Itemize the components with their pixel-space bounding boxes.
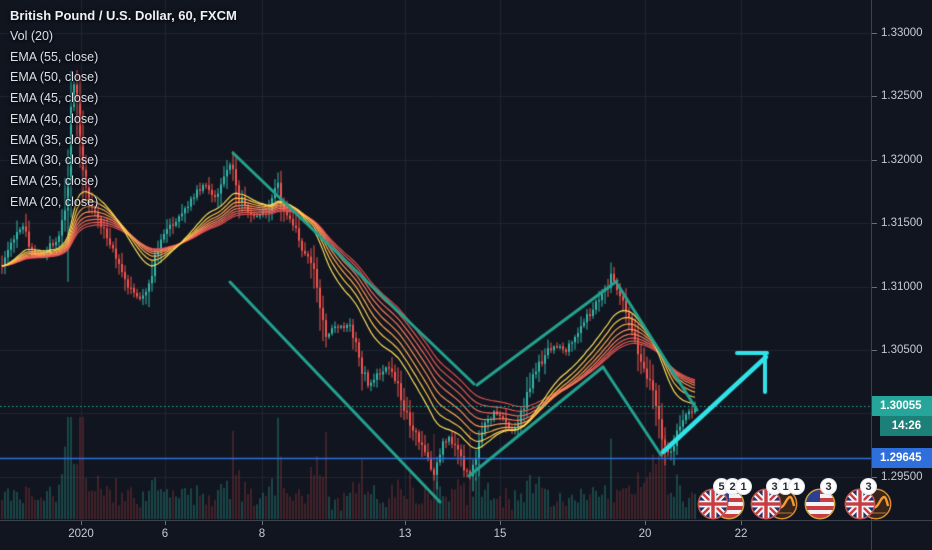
price-tick-mark: [872, 350, 877, 351]
us-flag: [804, 488, 836, 520]
price-tick-mark: [872, 477, 877, 478]
legend-item-ema-30-close[interactable]: EMA (30, close): [10, 153, 99, 168]
ideas-cluster[interactable]: 3: [844, 478, 900, 522]
time-tick-label: 6: [161, 528, 169, 540]
legend-item-ema-55-close[interactable]: EMA (55, close): [10, 49, 99, 64]
price-tick-label: 1.32500: [881, 90, 923, 103]
legend-item-ema-35-close[interactable]: EMA (35, close): [10, 132, 99, 147]
time-axis[interactable]: 2020 6 8 13 15 20 22: [0, 520, 932, 550]
indicator-legend-list: Vol (20) EMA (55, close) EMA (50, close) EM…: [10, 26, 237, 212]
last-price-badge: 1.30055: [872, 396, 932, 416]
ideas-count-badge: 1: [735, 478, 752, 495]
time-tick-mark: [262, 521, 263, 525]
alert-price-badge: 1.29645: [872, 448, 932, 468]
price-tick-mark: [872, 287, 877, 288]
legend-item-ema-45-close[interactable]: EMA (45, close): [10, 91, 99, 106]
price-tick-mark: [872, 33, 877, 34]
legend-item-ema-25-close[interactable]: EMA (25, close): [10, 173, 99, 188]
bar-countdown-value: 14:26: [891, 420, 922, 432]
time-tick-label: 2020: [68, 528, 94, 540]
last-price-value: 1.30055: [880, 400, 922, 412]
time-tick-mark: [405, 521, 406, 525]
legend-item-ema-40-close[interactable]: EMA (40, close): [10, 111, 99, 126]
time-tick-label: 15: [493, 528, 507, 540]
legend-item-vol-20[interactable]: Vol (20): [10, 29, 54, 43]
ideas-count-badge: 3: [820, 478, 837, 495]
time-tick-mark: [500, 521, 501, 525]
time-tick-mark: [81, 521, 82, 525]
price-tick-label: 1.29500: [881, 470, 923, 483]
time-tick-label: 20: [638, 528, 652, 540]
price-tick-label: 1.33000: [881, 27, 923, 39]
ideas-count-badge: 3: [860, 478, 877, 495]
bar-countdown-badge: 14:26: [880, 416, 932, 436]
time-tick-mark: [645, 521, 646, 525]
price-tick-mark: [872, 160, 877, 161]
ideas-count-badge: 1: [788, 478, 805, 495]
price-tick-mark: [872, 96, 877, 97]
symbol-title[interactable]: British Pound / U.S. Dollar, 60, FXCM: [10, 8, 237, 23]
time-tick-label: 13: [398, 528, 412, 540]
time-tick-label: 22: [734, 528, 748, 540]
legend-item-ema-20-close[interactable]: EMA (20, close): [10, 194, 99, 209]
time-tick-mark: [741, 521, 742, 525]
legend-panel: British Pound / U.S. Dollar, 60, FXCM Vo…: [10, 5, 237, 212]
ideas-cluster[interactable]: 3: [804, 478, 860, 522]
price-tick-label: 1.32000: [881, 153, 923, 166]
price-tick-label: 1.31000: [881, 280, 923, 293]
axis-corner-divider: [871, 520, 872, 550]
time-tick-mark: [165, 521, 166, 525]
legend-item-ema-50-close[interactable]: EMA (50, close): [10, 70, 99, 85]
price-tick-label: 1.30500: [881, 344, 923, 356]
us-flag-icon: [804, 488, 836, 520]
price-chart-canvas[interactable]: [0, 0, 871, 520]
alert-price-value: 1.29645: [880, 452, 922, 464]
price-axis[interactable]: 1.30055 14:26 1.29645 1.33000 1.32500 1.32…: [871, 0, 932, 520]
price-tick-label: 1.31500: [881, 217, 923, 230]
price-tick-mark: [872, 223, 877, 224]
time-tick-label: 8: [258, 528, 266, 540]
